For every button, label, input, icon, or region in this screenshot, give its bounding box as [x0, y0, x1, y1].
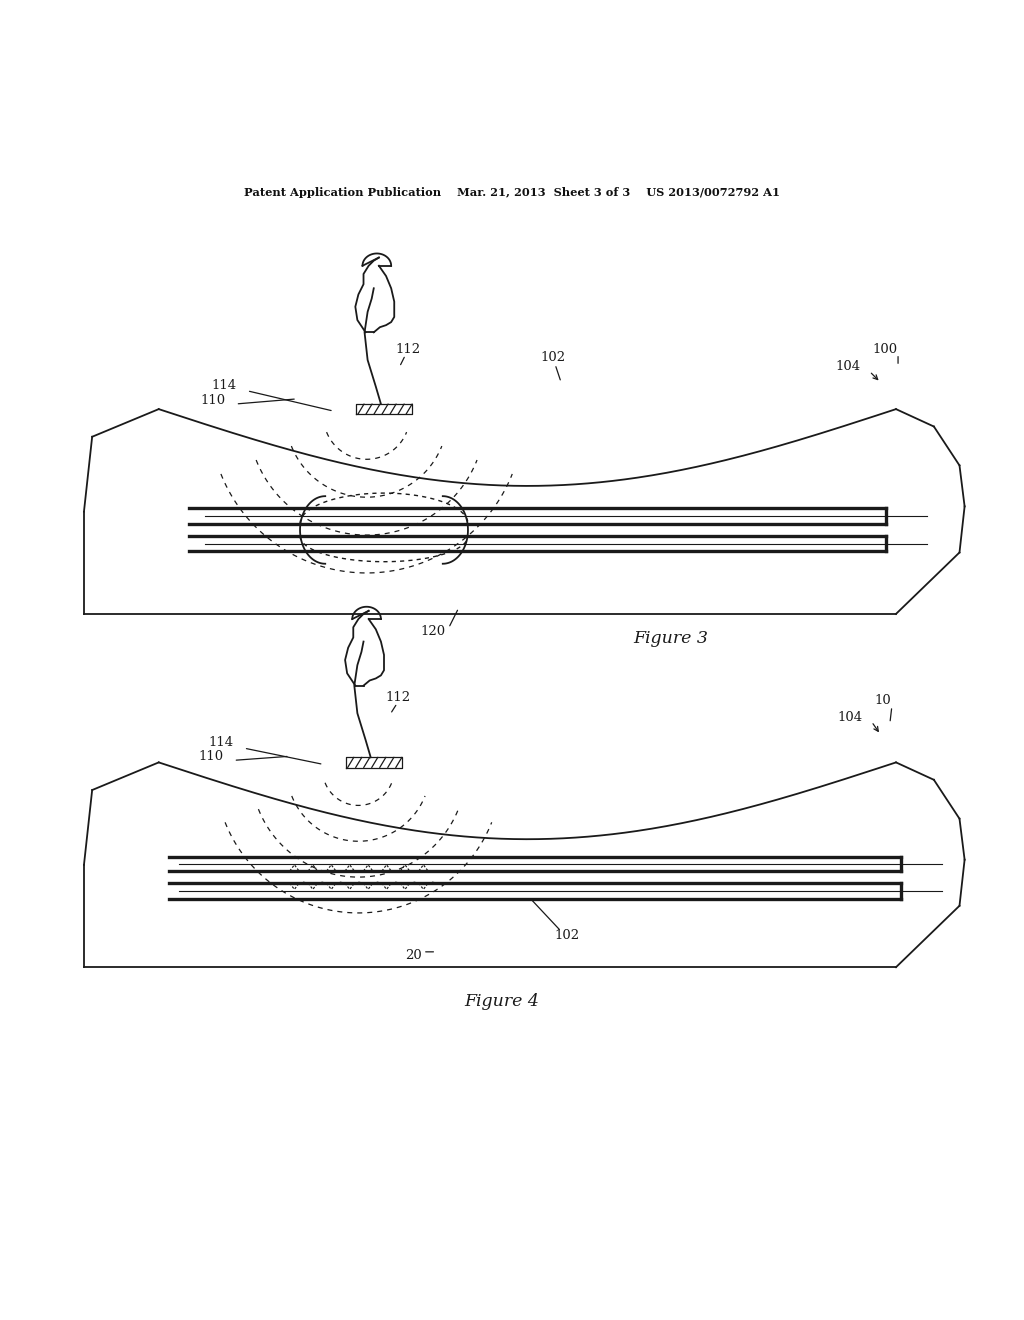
Text: 104: 104: [836, 360, 861, 374]
Text: 120: 120: [421, 626, 446, 639]
Text: 112: 112: [395, 343, 421, 356]
Text: 114: 114: [209, 737, 234, 748]
Text: 110: 110: [199, 750, 224, 763]
Text: Patent Application Publication    Mar. 21, 2013  Sheet 3 of 3    US 2013/0072792: Patent Application Publication Mar. 21, …: [244, 186, 780, 198]
Text: 104: 104: [838, 711, 863, 725]
Text: 110: 110: [201, 393, 226, 407]
Text: 102: 102: [541, 351, 566, 364]
Text: Figure 4: Figure 4: [464, 993, 539, 1010]
Text: 112: 112: [385, 690, 411, 704]
Text: 100: 100: [872, 343, 898, 356]
Text: 10: 10: [874, 694, 891, 708]
Text: 114: 114: [211, 379, 237, 392]
Text: Figure 3: Figure 3: [633, 630, 708, 647]
Text: 20: 20: [406, 949, 422, 962]
Text: 102: 102: [554, 928, 580, 941]
